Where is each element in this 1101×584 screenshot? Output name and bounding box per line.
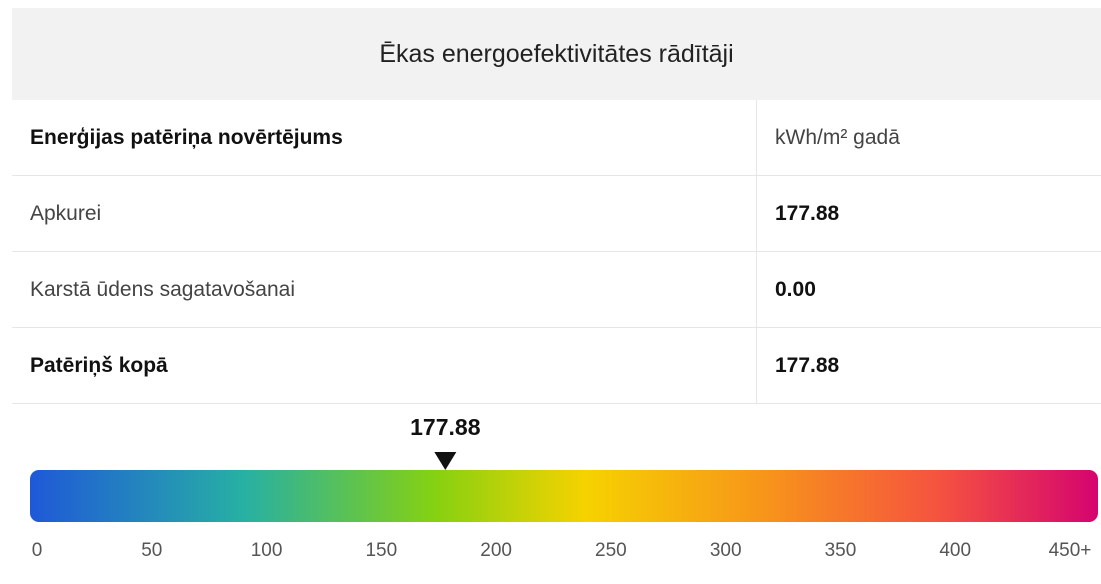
header-cell: Enerģijas patēriņa novērtējums [30, 125, 343, 149]
header-cell: kWh/m² gadā [756, 100, 1101, 175]
tick-label: 100 [251, 540, 283, 561]
gradient-bar [30, 470, 1098, 522]
table-row: Karstā ūdens sagatavošanai 0.00 [12, 252, 1101, 328]
row-label: Karstā ūdens sagatavošanai [30, 277, 296, 301]
table-header-row: Enerģijas patēriņa novērtējums kWh/m² ga… [12, 100, 1101, 176]
row-label: Apkurei [30, 201, 102, 225]
row-value: 0.00 [756, 252, 1101, 327]
table-row: Patēriņš kopā 177.88 [12, 328, 1101, 404]
row-label: Patēriņš kopā [30, 353, 168, 377]
tick-label: 400 [939, 540, 971, 561]
tick-label: 250 [595, 540, 627, 561]
tick-label: 450+ [1049, 540, 1092, 561]
tick-label: 200 [480, 540, 512, 561]
value-marker [434, 452, 457, 470]
value-label: 177.88 [410, 414, 481, 440]
panel-title: Ēkas energoefektivitātes rādītāji [12, 8, 1101, 100]
tick-label: 350 [825, 540, 857, 561]
row-value: 177.88 [756, 328, 1101, 403]
row-value: 177.88 [756, 176, 1101, 251]
tick-label: 150 [365, 540, 397, 561]
tick-label: 0 [32, 540, 43, 561]
tick-label: 50 [141, 540, 162, 561]
tick-label: 300 [710, 540, 742, 561]
table-row: Apkurei 177.88 [12, 176, 1101, 252]
